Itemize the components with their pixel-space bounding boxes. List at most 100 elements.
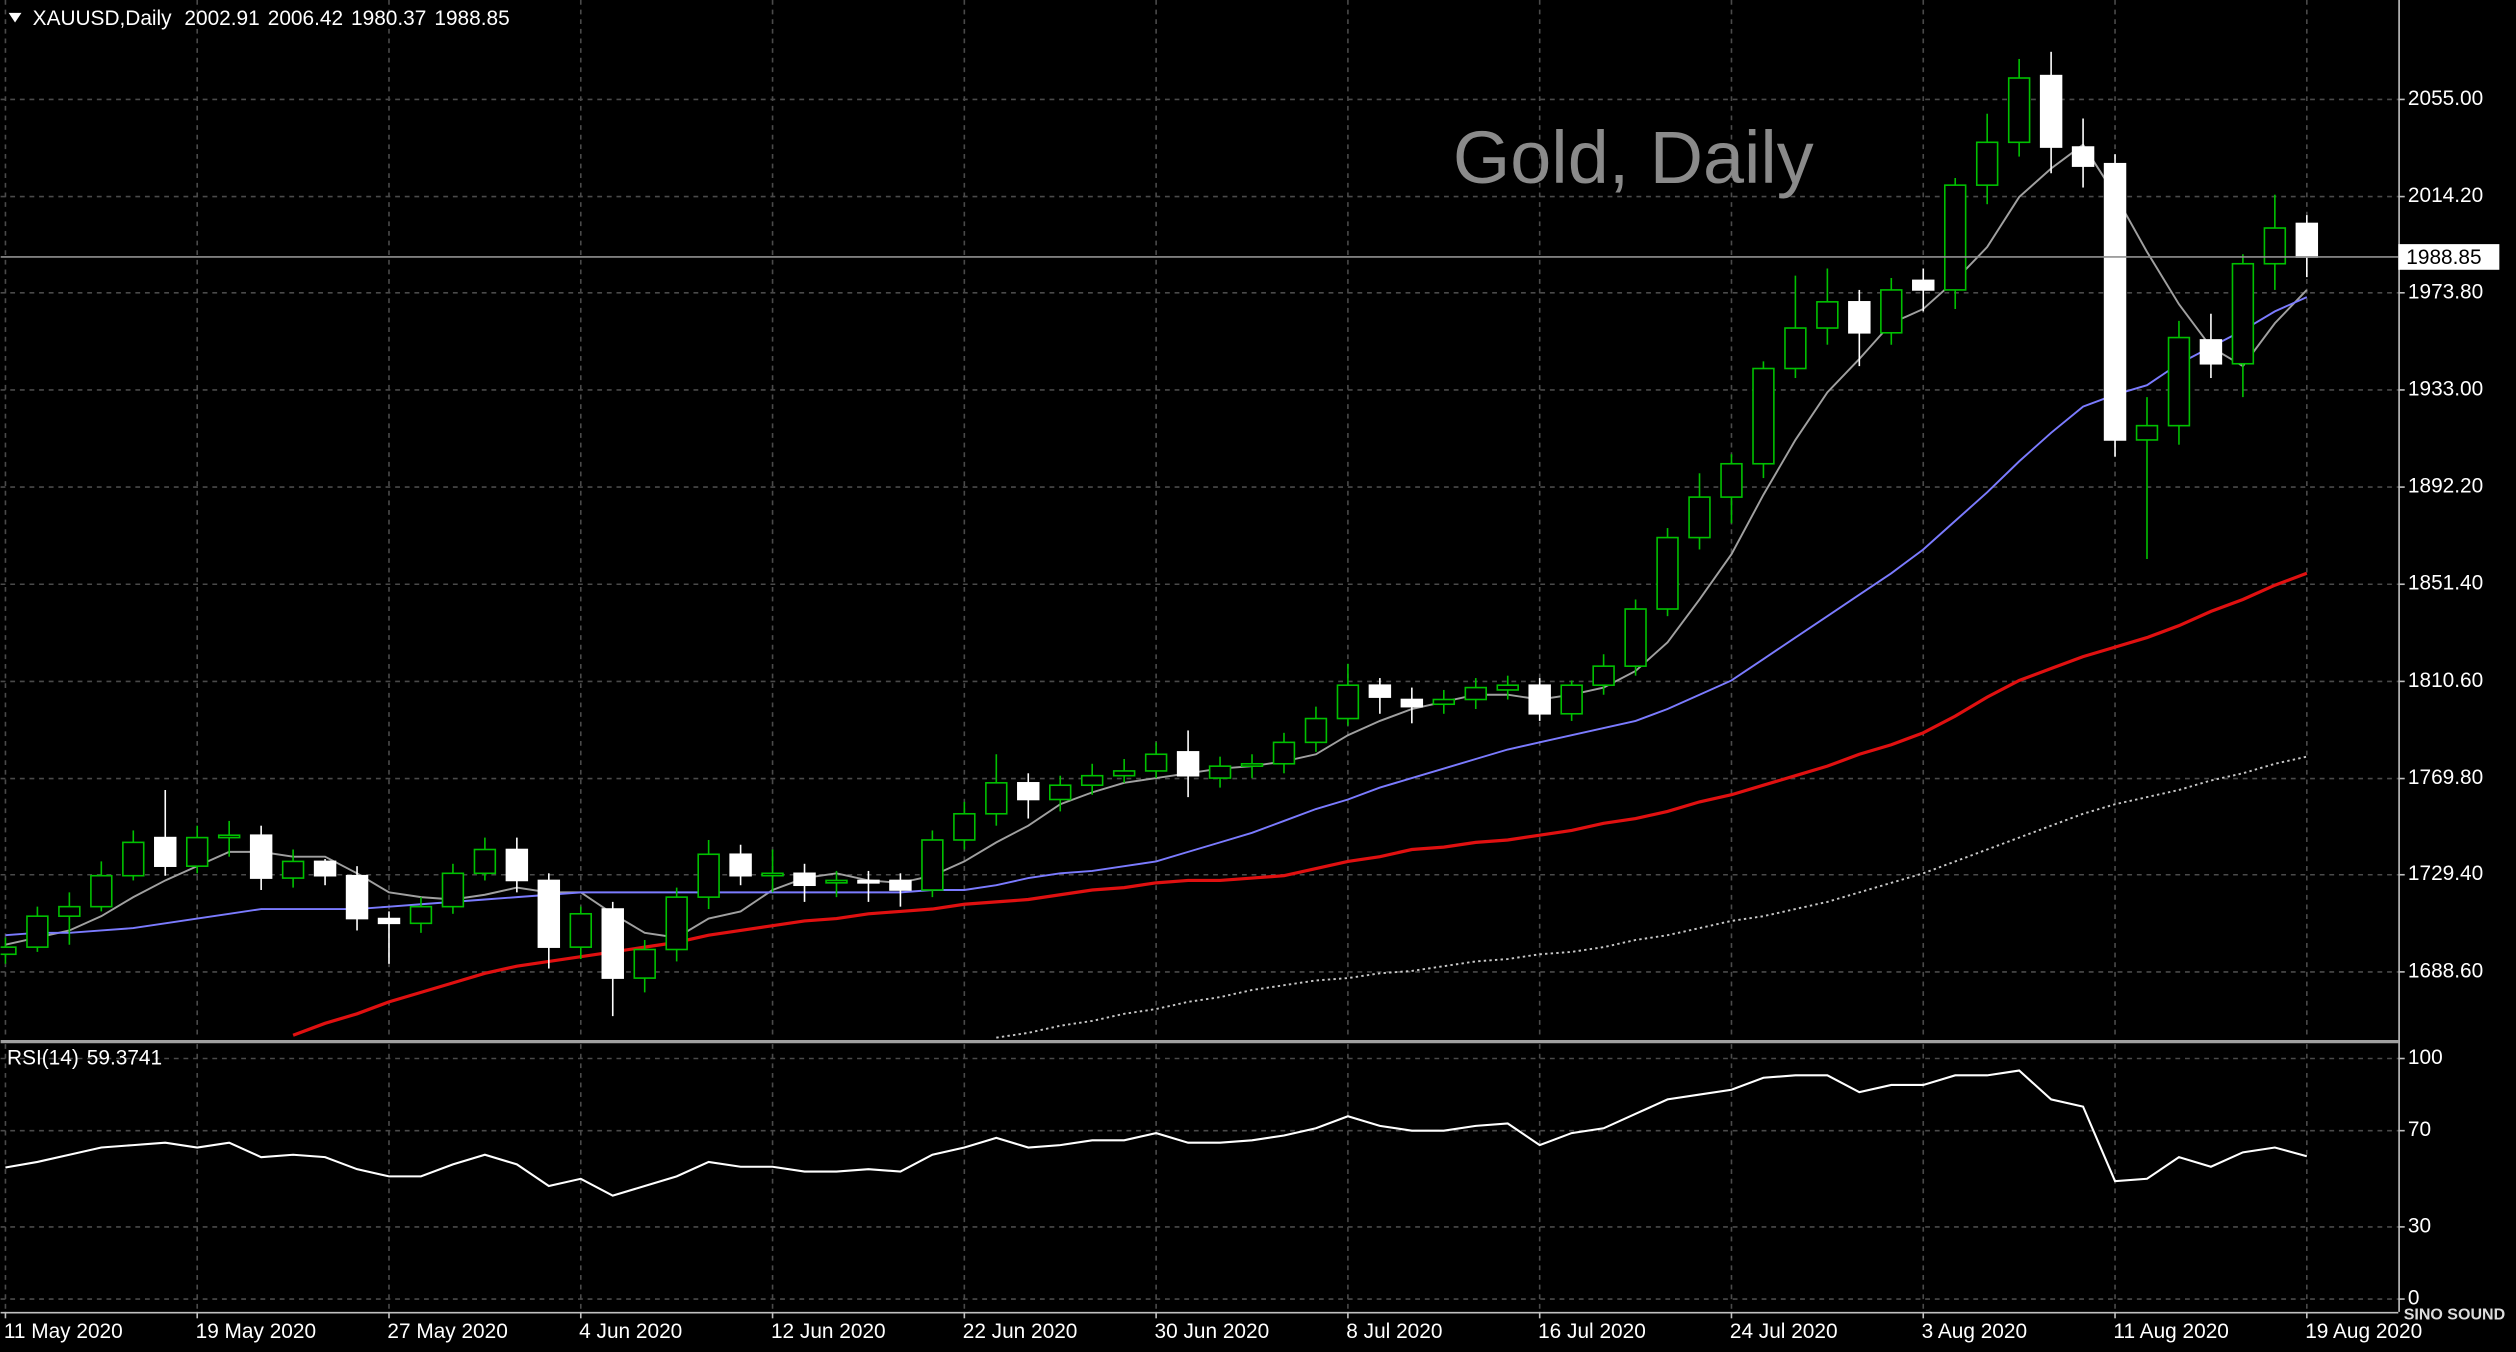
candle-body bbox=[921, 839, 944, 891]
x-tick-label: 4 Jun 2020 bbox=[579, 1320, 682, 1343]
candle-body bbox=[1176, 751, 1200, 777]
candle-body bbox=[345, 874, 369, 920]
y-tick-label: 1729.40 bbox=[2408, 862, 2483, 885]
candle-body bbox=[1975, 141, 1999, 186]
y-tick-label: 1688.60 bbox=[2408, 959, 2483, 982]
candle-body bbox=[1080, 774, 1104, 787]
current-price-box bbox=[2398, 244, 2500, 270]
candle-body bbox=[1017, 782, 1040, 801]
candle-body bbox=[1624, 608, 1647, 667]
candle-body bbox=[1656, 536, 1679, 610]
x-tick-label: 19 May 2020 bbox=[196, 1320, 316, 1343]
current-price-label: 1988.85 bbox=[2406, 246, 2481, 269]
moving-average-line bbox=[5, 296, 2308, 937]
moving-average-line bbox=[996, 755, 2308, 1039]
candle-body bbox=[0, 946, 17, 956]
candle-body bbox=[2071, 146, 2095, 167]
candle-body bbox=[2263, 227, 2287, 265]
candle-body bbox=[58, 905, 81, 917]
candle-body bbox=[154, 836, 177, 867]
x-tick-label: 11 May 2020 bbox=[4, 1320, 123, 1343]
x-tick-label: 22 Jun 2020 bbox=[963, 1320, 1078, 1343]
candle-body bbox=[313, 860, 337, 877]
candle-body bbox=[1464, 686, 1487, 701]
candle-body bbox=[2039, 74, 2063, 148]
candle-body bbox=[1943, 184, 1967, 291]
x-tick-label: 8 Jul 2020 bbox=[1346, 1320, 1442, 1343]
header: XAUUSD,Daily 2002.91 2006.42 1980.37 1988.85 bbox=[33, 7, 510, 30]
candle-body bbox=[1112, 770, 1136, 777]
y-tick-label: 2014.20 bbox=[2408, 184, 2483, 207]
header-high: 2006.42 bbox=[268, 7, 343, 30]
candle-body bbox=[601, 908, 624, 979]
candle-body bbox=[1912, 279, 1935, 291]
candle-body bbox=[505, 848, 529, 882]
rsi-last-value: 59.3741 bbox=[87, 1046, 162, 1069]
x-tick-label: 16 Jul 2020 bbox=[1538, 1320, 1646, 1343]
x-tick-label: 11 Aug 2020 bbox=[2113, 1320, 2228, 1343]
candle-body bbox=[2167, 336, 2191, 427]
candle-body bbox=[26, 915, 49, 948]
y-tick-label: 1933.00 bbox=[2408, 377, 2483, 400]
candle-body bbox=[281, 860, 305, 879]
candle-body bbox=[665, 896, 688, 951]
candle-body bbox=[473, 848, 497, 875]
candle-body bbox=[409, 905, 433, 925]
candle-body bbox=[569, 912, 593, 948]
candle-body bbox=[2199, 339, 2223, 365]
candle-body bbox=[1304, 717, 1328, 744]
candle-body bbox=[857, 879, 880, 884]
candle-body bbox=[377, 917, 401, 925]
axes-layer: 11 May 2020 19 May 2020 27 May 2020 4 Jun 2… bbox=[4, 87, 2500, 1343]
candle-body bbox=[1784, 327, 1807, 370]
candle-body bbox=[1816, 301, 1839, 329]
x-tick-label: 12 Jun 2020 bbox=[771, 1320, 886, 1343]
y-tick-label: 1810.60 bbox=[2408, 669, 2483, 692]
x-tick-label: 27 May 2020 bbox=[387, 1320, 507, 1343]
candle-body bbox=[825, 879, 848, 884]
x-tick-label: 30 Jun 2020 bbox=[1155, 1320, 1270, 1343]
candle-body bbox=[953, 812, 976, 841]
y-tick-label: 2055.00 bbox=[2408, 87, 2483, 110]
candle-body bbox=[1400, 698, 1424, 708]
candle-body bbox=[185, 836, 209, 867]
candle-body bbox=[2007, 77, 2031, 144]
candle-body bbox=[1752, 367, 1775, 465]
x-tick-label: 24 Jul 2020 bbox=[1730, 1320, 1838, 1343]
y-tick-label: 1769.80 bbox=[2408, 766, 2483, 789]
header-open: 2002.91 bbox=[184, 7, 259, 30]
candle-body bbox=[1880, 289, 1903, 334]
candle-body bbox=[1688, 496, 1711, 539]
y-tick-label: 1973.80 bbox=[2408, 280, 2483, 303]
y-tick-label: 0 bbox=[2408, 1287, 2420, 1310]
candle-body bbox=[985, 782, 1008, 815]
candle-body bbox=[633, 948, 656, 979]
candle-body bbox=[761, 872, 784, 877]
rsi-panel bbox=[5, 1069, 2308, 1197]
rsi-line bbox=[5, 1069, 2308, 1197]
y-tick-label: 70 bbox=[2408, 1118, 2431, 1141]
candle-body bbox=[1336, 684, 1360, 720]
header-low: 1980.37 bbox=[351, 7, 426, 30]
watermark-title: Gold, Daily bbox=[1453, 116, 1814, 199]
rsi-title: RSI(14) bbox=[7, 1046, 79, 1069]
grid-layer bbox=[0, 0, 2399, 1312]
candle-body bbox=[1560, 684, 1583, 715]
candle-body bbox=[2103, 162, 2127, 441]
logo: SINO SOUND bbox=[2404, 1305, 2505, 1323]
menu-triangle bbox=[8, 12, 22, 23]
candle-body bbox=[2295, 222, 2319, 258]
candle-body bbox=[889, 879, 912, 891]
candle-body bbox=[1592, 665, 1615, 687]
candle-body bbox=[1528, 684, 1551, 715]
candle-body bbox=[729, 853, 752, 877]
header-close: 1988.85 bbox=[434, 7, 509, 30]
candle-body bbox=[1848, 301, 1871, 334]
candle-body bbox=[2231, 262, 2255, 365]
candle-body bbox=[249, 834, 273, 879]
candle-body bbox=[441, 872, 465, 908]
candle-body bbox=[793, 872, 816, 887]
y-tick-label: 30 bbox=[2408, 1214, 2431, 1237]
candle-body bbox=[1240, 762, 1264, 767]
